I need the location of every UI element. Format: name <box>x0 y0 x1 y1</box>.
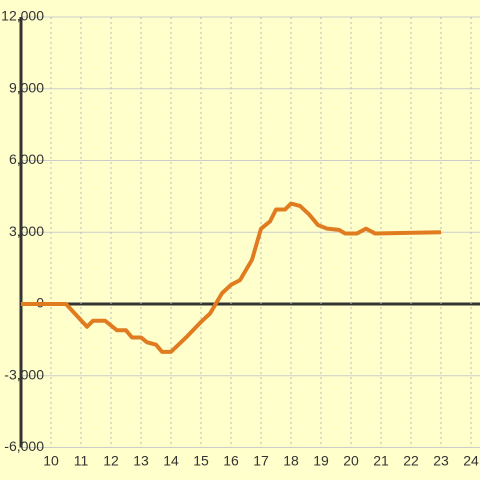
data-line <box>21 201 442 354</box>
x-tick-label: 24 <box>463 453 479 469</box>
y-tick-label: -3,000 <box>4 366 44 382</box>
x-tick-label: 19 <box>313 453 329 469</box>
x-tick-label: 22 <box>403 453 419 469</box>
x-tick-label: 14 <box>163 453 179 469</box>
x-tick-label: 21 <box>373 453 389 469</box>
x-tick-label: 15 <box>193 453 209 469</box>
x-tick-label: 23 <box>433 453 449 469</box>
y-tick-label: 6,000 <box>9 151 44 167</box>
x-tick-label: 18 <box>283 453 299 469</box>
x-tick-label: 20 <box>343 453 359 469</box>
x-tick-label: 10 <box>43 453 59 469</box>
x-tick-label: 11 <box>74 453 89 469</box>
x-tick-label: 17 <box>253 453 269 469</box>
y-tick-label: 12,000 <box>1 8 44 24</box>
x-tick-label: 12 <box>103 453 119 469</box>
y-tick-label: -6,000 <box>4 438 44 454</box>
x-tick-label: 13 <box>133 453 149 469</box>
y-tick-label: 3,000 <box>9 223 44 239</box>
y-tick-label: 9,000 <box>9 79 44 95</box>
x-tick-label: 16 <box>223 453 239 469</box>
